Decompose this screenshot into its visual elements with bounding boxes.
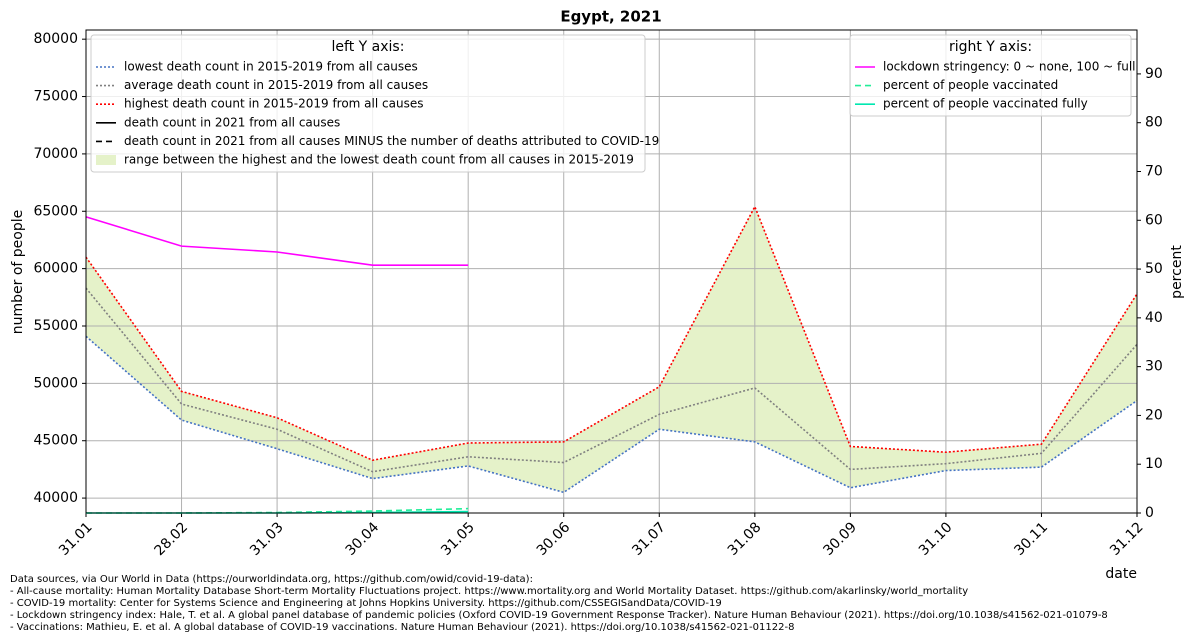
- y2-tick-label: 80: [1145, 115, 1163, 131]
- x-tick-label: 31.08: [725, 519, 765, 559]
- y2-tick-label: 20: [1145, 407, 1163, 423]
- x-tick-label: 31.01: [56, 519, 96, 559]
- y-tick-label: 45000: [33, 433, 78, 449]
- legend-label: death count in 2021 from all causes: [124, 115, 340, 129]
- x-tick-label: 31.07: [629, 519, 669, 559]
- x-tick-label: 30.06: [534, 519, 574, 559]
- data-line: [85, 287, 1138, 473]
- x-tick-label: 28.02: [152, 519, 192, 559]
- data-line: [85, 204, 1138, 462]
- legend-label: death count in 2021 from all causes MINU…: [124, 134, 659, 148]
- y2-tick-label: 0: [1145, 505, 1154, 521]
- legend-swatch: [96, 155, 116, 165]
- y2-tick-label: 60: [1145, 212, 1163, 228]
- legend-label: highest death count in 2015-2019 from al…: [124, 97, 423, 111]
- plot-frame: [85, 29, 1138, 514]
- source-note: - Lockdown stringency index: Hale, T. et…: [10, 610, 1108, 621]
- y2-tick-label: 50: [1145, 261, 1163, 277]
- y-tick-label: 75000: [33, 89, 78, 105]
- source-note: - All-cause mortality: Human Mortality D…: [10, 586, 968, 597]
- legend-box: [849, 34, 1132, 117]
- x-tick-label: 31.03: [247, 519, 287, 559]
- y-tick-label: 65000: [33, 203, 78, 219]
- legend-title: right Y axis:: [949, 39, 1032, 55]
- y-tick-label: 80000: [33, 31, 78, 47]
- legend-label: lockdown stringency: 0 ~ none, 100 ~ ful…: [883, 60, 1136, 74]
- x-tick-label: 30.09: [820, 519, 860, 559]
- legend-label: average death count in 2015-2019 from al…: [124, 78, 428, 92]
- y-tick-label: 40000: [33, 490, 78, 506]
- x-tick-label: 31.12: [1107, 519, 1147, 559]
- x-tick-label: 31.10: [916, 519, 956, 559]
- legend-label: percent of people vaccinated fully: [883, 97, 1088, 111]
- y2-tick-label: 40: [1145, 310, 1163, 326]
- legend: left Y axis: lowest death count in 2015-2…: [90, 34, 659, 173]
- y-tick-label: 70000: [33, 146, 78, 162]
- y2-axis-label: percent: [1169, 245, 1185, 299]
- x-tick-label: 30.11: [1011, 519, 1051, 559]
- legend-label: percent of people vaccinated: [883, 78, 1058, 92]
- source-note: Data sources, via Our World in Data (htt…: [10, 574, 533, 585]
- legend-label: range between the highest and the lowest…: [124, 153, 634, 167]
- legend-box: [90, 34, 646, 173]
- source-note: - COVID-19 mortality: Center for Systems…: [10, 598, 722, 609]
- data-line: [85, 216, 469, 266]
- x-tick-label: 30.04: [343, 519, 383, 559]
- y-tick-label: 55000: [33, 318, 78, 334]
- x-tick-label: 31.05: [438, 519, 478, 559]
- source-note: - Vaccinations: Mathieu, E. et al. A glo…: [10, 622, 794, 633]
- data-line: [85, 335, 1138, 494]
- legend-label: lowest death count in 2015-2019 from all…: [124, 60, 418, 74]
- y2-tick-label: 90: [1145, 66, 1163, 82]
- y2-tick-label: 10: [1145, 456, 1163, 472]
- y2-tick-label: 30: [1145, 359, 1163, 375]
- legend: right Y axis: lockdown stringency: 0 ~ no…: [849, 34, 1136, 117]
- y2-tick-label: 70: [1145, 163, 1163, 179]
- y-tick-label: 60000: [33, 261, 78, 277]
- chart-title: Egypt, 2021: [560, 8, 661, 26]
- y-tick-label: 50000: [33, 375, 78, 391]
- y-axis-label: number of people: [10, 210, 26, 335]
- legend-title: left Y axis:: [332, 39, 405, 55]
- range-fill: [86, 206, 1137, 493]
- x-axis-label: date: [1105, 566, 1137, 582]
